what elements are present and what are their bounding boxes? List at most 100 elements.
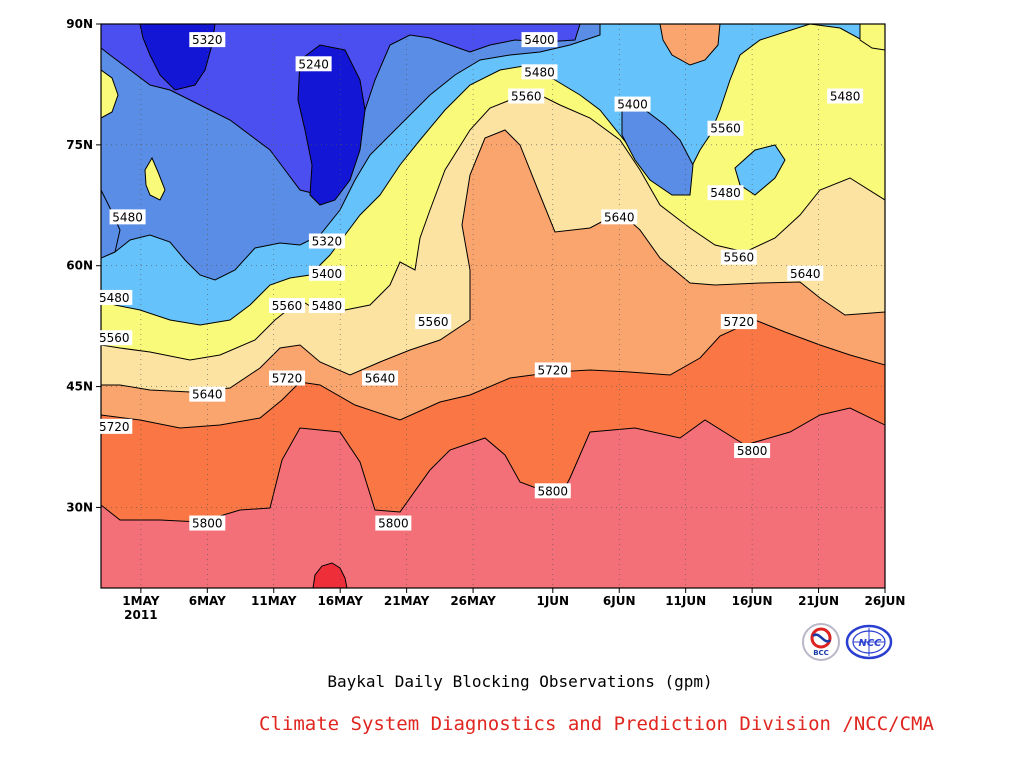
- contour-label-text: 5320: [312, 235, 343, 249]
- contour-label: 5640: [362, 370, 399, 386]
- contour-label: 5560: [96, 330, 133, 346]
- x-tick-label: 26JUN: [865, 594, 906, 608]
- contour-label-bg: [521, 64, 558, 80]
- contour-label-bg: [827, 88, 864, 104]
- contour-label-bg: [614, 96, 651, 112]
- svg-text:BCC: BCC: [813, 649, 829, 657]
- contour-label-bg: [521, 32, 558, 48]
- x-tick-label: 21JUN: [798, 594, 839, 608]
- contour-label: 5800: [189, 515, 226, 531]
- x-tick-label: 26MAY: [450, 594, 496, 608]
- contour-label-text: 5560: [511, 90, 542, 104]
- contour-label-bg: [734, 443, 771, 459]
- contour-label: 5480: [707, 185, 744, 201]
- contour-label-bg: [375, 515, 412, 531]
- contour-label-bg: [269, 370, 306, 386]
- x-tick-label: 16MAY: [317, 594, 363, 608]
- contour-label-text: 5480: [524, 65, 555, 79]
- contour-label-text: 5640: [365, 372, 396, 386]
- contour-label-text: 5800: [737, 444, 768, 458]
- contour-label: 5720: [534, 362, 571, 378]
- contour-label-text: 5720: [272, 372, 303, 386]
- plot-frame: [100, 23, 886, 589]
- contour-label: 5320: [308, 233, 345, 249]
- contour-label-bg: [269, 298, 306, 313]
- contour-label-bg: [534, 362, 571, 378]
- contour-label-bg: [508, 88, 545, 104]
- contour-label: 5240: [295, 56, 332, 72]
- contour-label: 5480: [96, 289, 133, 305]
- contour-label-text: 5800: [538, 484, 569, 498]
- contour-label-text: 5640: [790, 267, 821, 281]
- contour-label-text: 5400: [617, 98, 648, 112]
- contour-label: 5720: [96, 418, 133, 434]
- contour-label: 5480: [521, 64, 558, 80]
- contour-label: 5560: [508, 88, 545, 104]
- contour-label-text: 5480: [112, 210, 143, 224]
- x-tick-label: 6MAY: [189, 594, 226, 608]
- contour-label: 5800: [375, 515, 412, 531]
- band-above-5880: [312, 562, 348, 588]
- contour-label-bg: [707, 185, 744, 201]
- credit-text: Climate System Diagnostics and Predictio…: [259, 713, 934, 735]
- contour-label: 5640: [601, 209, 638, 225]
- contour-label-text: 5800: [192, 517, 223, 531]
- chart-title: Baykal Daily Blocking Observations (gpm): [327, 672, 713, 691]
- bcc-logo-icon: BCC: [802, 623, 840, 661]
- contour-label: 5720: [720, 314, 757, 330]
- contour-label-bg: [534, 483, 571, 499]
- contour-label-text: 5480: [99, 291, 130, 305]
- contour-label-text: 5560: [418, 315, 449, 329]
- contour-label-text: 5640: [192, 388, 223, 402]
- contour-label-bg: [720, 249, 757, 265]
- svg-text:NCC: NCC: [858, 638, 882, 649]
- contour-label-bg: [189, 515, 226, 531]
- y-tick-label: 60N: [66, 259, 93, 273]
- x-tick-label: 1JUN: [536, 594, 569, 608]
- contour-label: 5480: [827, 88, 864, 104]
- x-tick-label: 16JUN: [732, 594, 773, 608]
- contour-label: 5400: [308, 265, 345, 281]
- contour-label-bg: [109, 209, 146, 225]
- contour-label: 5640: [787, 265, 824, 281]
- contour-label-text: 5320: [192, 33, 223, 47]
- contour-label: 5560: [415, 314, 452, 330]
- contour-label: 5800: [734, 443, 771, 459]
- contour-labels: 5320 5240 5400 5480 5560 5400 5560 5480 5480 5480…: [96, 32, 864, 531]
- contour-label: 5640: [189, 386, 226, 402]
- x-tick-label: 21MAY: [384, 594, 430, 608]
- x-tick-label: 11MAY: [251, 594, 297, 608]
- y-tick-label: 90N: [66, 17, 93, 31]
- contour-label: 5560: [269, 298, 306, 313]
- contour-label: 5320: [189, 32, 226, 48]
- contour-label: 5400: [521, 32, 558, 48]
- contour-label: 5720: [269, 370, 306, 386]
- contour-label-text: 5560: [724, 251, 755, 265]
- contour-label-text: 5720: [99, 420, 130, 434]
- contour-label-bg: [189, 386, 226, 402]
- contour-label-text: 5400: [524, 33, 555, 47]
- y-tick-label: 45N: [66, 380, 93, 394]
- contour-label-text: 5720: [724, 315, 755, 329]
- contour-label-text: 5560: [710, 122, 741, 136]
- contour-label-bg: [308, 233, 345, 249]
- contour-label-bg: [189, 32, 226, 48]
- contour-label-bg: [362, 370, 399, 386]
- contour-label-bg: [415, 314, 452, 330]
- contour-label: 5480: [308, 298, 345, 313]
- contour-label-bg: [720, 314, 757, 330]
- contour-label-text: 5240: [298, 57, 329, 71]
- contour-label: 5400: [614, 96, 651, 112]
- contour-label-text: 5640: [604, 210, 635, 224]
- contour-label-bg: [601, 209, 638, 225]
- contour-label-bg: [787, 265, 824, 281]
- contour-label-bg: [96, 330, 133, 346]
- contour-label-text: 5800: [378, 517, 409, 531]
- contour-label: 5560: [707, 120, 744, 136]
- contour-label-text: 5480: [710, 186, 741, 200]
- contour-label-text: 5400: [312, 267, 343, 281]
- contour-label-bg: [308, 298, 345, 313]
- contour-label-bg: [96, 289, 133, 305]
- contour-label-bg: [308, 265, 345, 281]
